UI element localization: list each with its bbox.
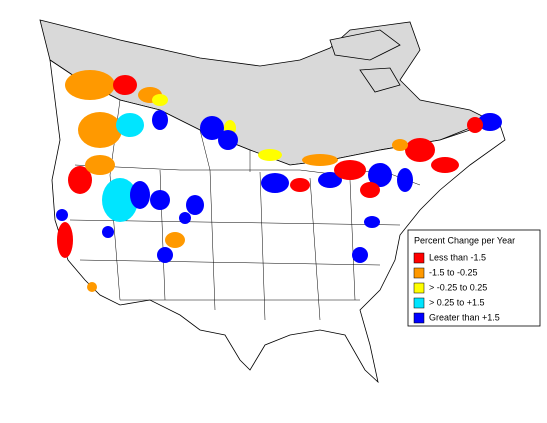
legend-title: Percent Change per Year xyxy=(414,235,515,245)
patch xyxy=(68,166,92,194)
patch xyxy=(78,112,122,148)
patch xyxy=(360,182,380,198)
border xyxy=(109,169,356,321)
patch xyxy=(200,116,224,140)
legend-label: -1.5 to -0.25 xyxy=(429,267,478,277)
patch xyxy=(85,155,115,175)
patch xyxy=(102,178,138,222)
patch xyxy=(87,282,97,292)
patch xyxy=(392,139,408,151)
patch xyxy=(179,212,191,224)
patch xyxy=(364,216,380,228)
patch xyxy=(467,117,483,133)
patch xyxy=(290,178,310,192)
arctic-island xyxy=(359,67,401,93)
patch xyxy=(116,113,144,137)
patch xyxy=(218,130,238,150)
patch xyxy=(397,168,413,192)
legend-label: > 0.25 to +1.5 xyxy=(429,297,485,307)
patch xyxy=(318,172,342,188)
legend-swatch xyxy=(413,267,425,279)
patch xyxy=(65,70,115,100)
legend-swatch xyxy=(413,312,425,324)
legend-swatch xyxy=(413,252,425,264)
patch xyxy=(150,190,170,210)
legend-swatch xyxy=(413,282,425,294)
patch xyxy=(113,75,137,95)
patch xyxy=(368,163,392,187)
patches xyxy=(56,70,502,292)
patch xyxy=(352,247,368,263)
arctic-island xyxy=(329,29,401,61)
legend-box xyxy=(407,229,541,327)
legend-swatch xyxy=(413,297,425,309)
patch xyxy=(130,181,150,209)
patch xyxy=(186,195,204,215)
patch xyxy=(302,154,338,166)
patch xyxy=(478,113,502,131)
patch xyxy=(152,110,168,130)
patch xyxy=(157,247,173,263)
patch xyxy=(405,138,435,162)
patch xyxy=(165,232,185,248)
patch xyxy=(56,209,68,221)
patch xyxy=(334,160,366,180)
legend-label: Greater than +1.5 xyxy=(429,312,500,322)
patch xyxy=(152,94,168,106)
legend-label: Less than -1.5 xyxy=(429,252,486,262)
patch xyxy=(258,149,282,161)
patch xyxy=(57,222,73,258)
legend-label: > -0.25 to 0.25 xyxy=(429,282,487,292)
patch xyxy=(431,157,459,173)
patch xyxy=(261,173,289,193)
legend: Percent Change per Year Less than -1.5 -1… xyxy=(407,229,541,327)
patch xyxy=(102,226,114,238)
